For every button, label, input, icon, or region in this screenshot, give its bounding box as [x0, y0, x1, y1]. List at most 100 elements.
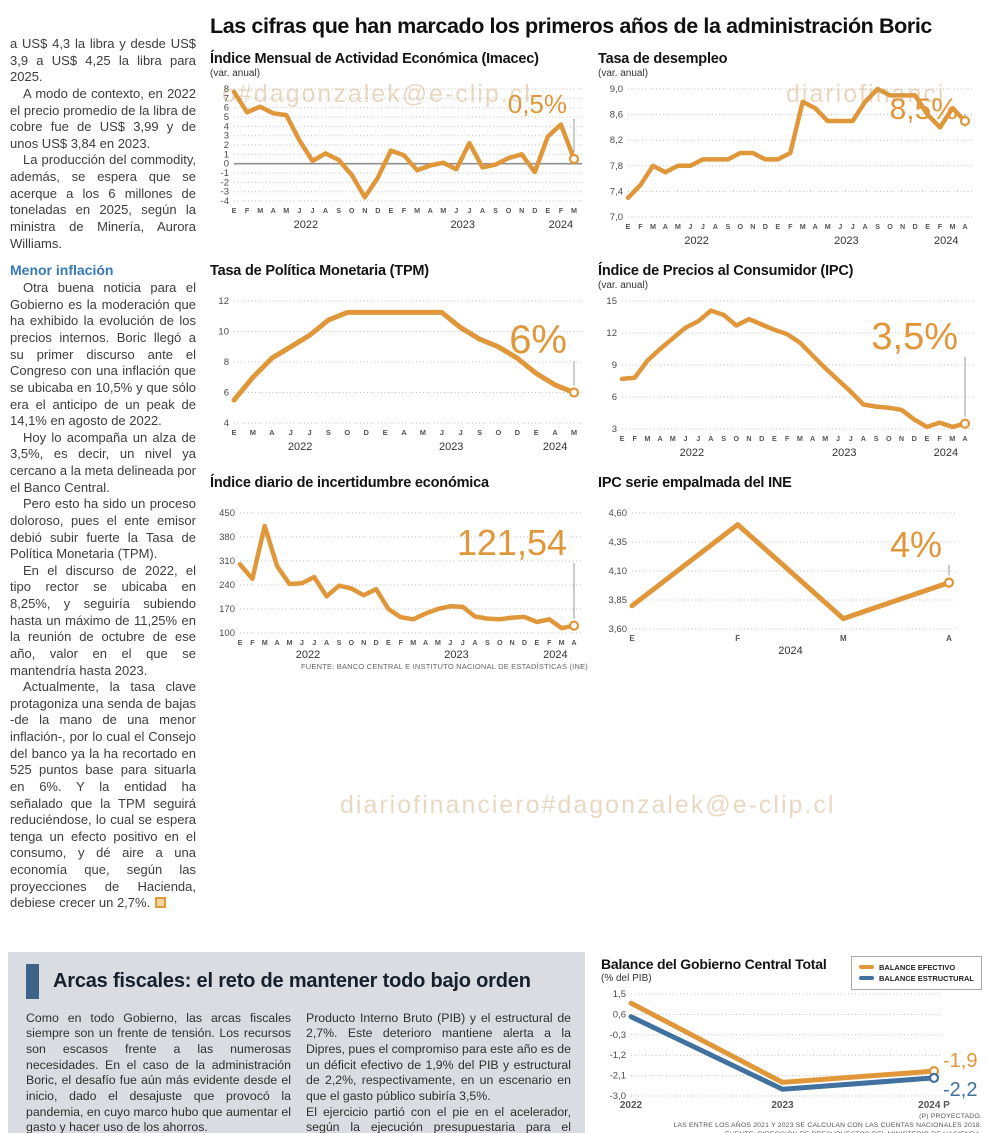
svg-text:D: D — [375, 206, 380, 215]
svg-text:6: 6 — [612, 392, 617, 403]
svg-text:8: 8 — [224, 357, 229, 368]
paragraph: a US$ 4,3 la libra y desde US$ 3,9 a US$… — [10, 36, 196, 85]
svg-text:E: E — [775, 222, 780, 231]
svg-text:6%: 6% — [509, 318, 567, 362]
svg-text:A: A — [657, 434, 662, 443]
svg-text:J: J — [440, 428, 444, 437]
svg-text:-0,3: -0,3 — [610, 1030, 626, 1041]
chart-desempleo: Tasa de desempleo (var. anual) 9,0 8,6 8,2… — [598, 51, 979, 247]
svg-text:2024: 2024 — [934, 447, 958, 459]
svg-text:D: D — [763, 222, 768, 231]
svg-text:4,10: 4,10 — [609, 566, 628, 577]
chart-subtitle — [210, 492, 588, 505]
svg-text:J: J — [836, 434, 840, 443]
inflation-paragraphs: Otra buena noticia para el Gobierno es l… — [10, 280, 196, 912]
svg-text:J: J — [467, 206, 471, 215]
chart-source: FUENTE: BANCO CENTRAL E INSTITUTO NACION… — [300, 662, 588, 671]
svg-text:F: F — [245, 206, 250, 215]
svg-text:F: F — [402, 206, 407, 215]
svg-text:E: E — [232, 206, 237, 215]
svg-text:2024: 2024 — [778, 645, 802, 657]
svg-text:4,35: 4,35 — [609, 537, 628, 548]
panel-headline: Arcas fiscales: el reto de mantener todo… — [53, 969, 531, 992]
svg-text:A: A — [423, 638, 428, 647]
svg-text:2024: 2024 — [934, 235, 958, 247]
svg-text:A: A — [663, 222, 668, 231]
svg-text:-2: -2 — [221, 177, 229, 188]
svg-text:A: A — [861, 434, 866, 443]
svg-text:F: F — [559, 206, 564, 215]
section-subhead: Menor inflación — [10, 262, 114, 279]
svg-text:2024 P: 2024 P — [918, 1100, 950, 1111]
end-of-article-marker — [155, 897, 167, 909]
svg-text:A: A — [271, 206, 276, 215]
chart-plot-desempleo: 9,0 8,6 8,2 7,8 7,4 7,0 E F M A M J J A S O N D E F M A M J J A S O… — [598, 83, 979, 247]
svg-text:F: F — [788, 222, 793, 231]
svg-text:M: M — [410, 638, 416, 647]
svg-text:-1: -1 — [221, 168, 229, 179]
svg-text:E: E — [925, 222, 930, 231]
svg-text:F: F — [250, 638, 255, 647]
svg-text:F: F — [937, 434, 942, 443]
svg-text:S: S — [874, 434, 879, 443]
svg-text:A: A — [713, 222, 718, 231]
svg-text:E: E — [626, 222, 631, 231]
svg-text:A: A — [962, 222, 967, 231]
svg-text:12: 12 — [218, 296, 229, 307]
svg-text:M: M — [559, 638, 565, 647]
svg-text:4: 4 — [224, 418, 229, 429]
svg-text:A: A — [708, 434, 713, 443]
svg-text:-3,0: -3,0 — [610, 1091, 626, 1102]
chart-subtitle: (% del PIB) — [601, 972, 652, 984]
svg-text:450: 450 — [219, 508, 235, 519]
svg-text:2022: 2022 — [288, 441, 312, 453]
svg-text:8,6: 8,6 — [610, 110, 623, 121]
svg-text:S: S — [726, 222, 731, 231]
svg-text:2022: 2022 — [680, 447, 704, 459]
chart-plot-ipc-ine: 4,60 4,35 4,10 3,85 3,60 E F M A 2024 4% — [598, 507, 979, 657]
svg-text:N: N — [746, 434, 751, 443]
svg-text:A: A — [552, 428, 558, 437]
svg-text:J: J — [701, 222, 705, 231]
svg-text:E: E — [389, 206, 394, 215]
svg-text:A: A — [946, 634, 952, 643]
paragraph: Producto Interno Bruto (PIB) y el estruc… — [306, 1010, 571, 1103]
svg-text:A: A — [810, 434, 815, 443]
svg-text:D: D — [532, 206, 537, 215]
svg-text:M: M — [440, 206, 446, 215]
svg-text:O: O — [344, 428, 350, 437]
charts-section: Las cifras que han marcado los primeros … — [202, 0, 988, 912]
svg-text:J: J — [461, 638, 465, 647]
svg-text:170: 170 — [219, 604, 235, 615]
svg-text:D: D — [522, 638, 527, 647]
svg-text:3: 3 — [224, 131, 229, 142]
paragraph: El ejercicio partió con el pie en el ace… — [306, 1104, 571, 1133]
svg-text:J: J — [297, 206, 301, 215]
svg-text:J: J — [448, 638, 452, 647]
chart-title: Índice Mensual de Actividad Económica (I… — [210, 51, 539, 67]
svg-text:2024: 2024 — [543, 649, 567, 661]
bottom-section: Arcas fiscales: el reto de mantener todo… — [0, 951, 988, 1133]
svg-text:E: E — [620, 434, 625, 443]
chart-subtitle: (var. anual) — [210, 68, 261, 79]
svg-text:0,5%: 0,5% — [508, 89, 567, 119]
paragraph: Actualmente, la tasa clave protagoniza u… — [10, 679, 196, 911]
svg-text:A: A — [480, 206, 485, 215]
chart-tpm: Tasa de Política Monetaria (TPM) 12 10 8 6 4… — [210, 263, 588, 459]
chart-subtitle — [210, 280, 588, 293]
article-column-2: Producto Interno Bruto (PIB) y el estruc… — [306, 1011, 571, 1133]
paragraph: La producción del commodity, además, se … — [10, 152, 196, 251]
svg-text:J: J — [688, 222, 692, 231]
svg-text:M: M — [840, 634, 847, 643]
paragraph: Pero esto ha sido un proceso doloroso, p… — [10, 496, 196, 562]
svg-text:F: F — [938, 222, 943, 231]
svg-text:N: N — [750, 222, 755, 231]
svg-text:S: S — [326, 428, 331, 437]
svg-text:9,0: 9,0 — [610, 84, 623, 95]
paragraph: Hoy lo acompaña un alza de 3,5%, es deci… — [10, 429, 196, 495]
svg-text:M: M — [262, 638, 268, 647]
legend-swatch-efectivo — [859, 965, 874, 970]
svg-text:-2,1: -2,1 — [610, 1070, 626, 1081]
chart-plot-ipc: 15 12 9 6 3 E F M A M J J A S O N D E F M A M J J A S O N D E F M A 2022 2… — [598, 295, 979, 459]
fiscal-panel: Arcas fiscales: el reto de mantener todo… — [8, 951, 585, 1133]
